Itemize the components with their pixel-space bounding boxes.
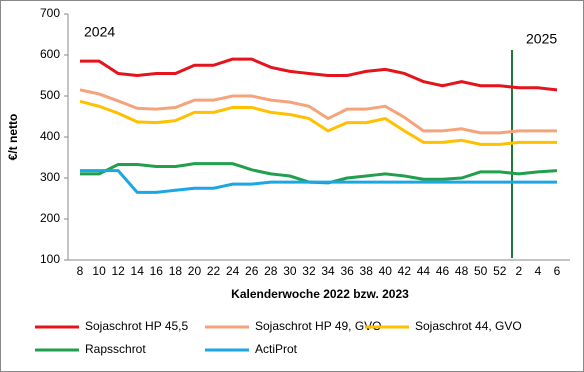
y-axis-title: €/t netto (6, 114, 20, 161)
series-line (80, 169, 557, 194)
x-tick-label: 12 (111, 264, 125, 278)
legend-label: Sojaschrot HP 45,5 (85, 319, 188, 333)
y-tick-label: 600 (40, 47, 60, 61)
annotation: 2024 (84, 24, 115, 40)
x-tick-label: 46 (436, 264, 450, 278)
legend-label: Sojaschrot 44, GVO (415, 319, 522, 333)
x-tick-label: 30 (283, 264, 297, 278)
x-tick-label: 20 (188, 264, 202, 278)
x-tick-label: 40 (379, 264, 393, 278)
x-tick-label: 18 (169, 264, 183, 278)
y-tick-label: 400 (40, 129, 60, 143)
x-tick-label: 4 (535, 264, 542, 278)
y-tick-label: 500 (40, 88, 60, 102)
legend-label: ActiProt (255, 342, 298, 356)
x-tick-label: 42 (398, 264, 412, 278)
series-line (80, 57, 558, 92)
series-line (79, 88, 557, 135)
x-tick-label: 6 (554, 264, 561, 278)
y-tick-label: 300 (40, 170, 60, 184)
x-tick-label: 44 (417, 264, 431, 278)
x-tick-label: 16 (150, 264, 164, 278)
x-tick-label: 34 (321, 264, 335, 278)
annotation: 2025 (526, 31, 557, 47)
x-tick-label: 26 (245, 264, 259, 278)
legend-label: Sojaschrot HP 49, GVO (255, 319, 382, 333)
x-tick-label: 10 (92, 264, 106, 278)
y-tick-label: 200 (40, 211, 60, 225)
x-tick-label: 2 (515, 264, 522, 278)
y-tick-label: 100 (40, 252, 60, 266)
x-tick-label: 36 (340, 264, 354, 278)
x-tick-label: 48 (455, 264, 469, 278)
x-tick-label: 28 (264, 264, 278, 278)
x-tick-label: 8 (77, 264, 84, 278)
x-axis-title: Kalenderwoche 2022 bzw. 2023 (231, 287, 409, 301)
x-tick-label: 32 (302, 264, 316, 278)
x-tick-label: 24 (226, 264, 240, 278)
x-tick-label: 52 (493, 264, 507, 278)
x-tick-label: 22 (207, 264, 221, 278)
x-tick-label: 38 (360, 264, 374, 278)
x-tick-label: 14 (131, 264, 145, 278)
x-tick-label: 50 (474, 264, 488, 278)
y-tick-label: 700 (40, 6, 60, 20)
series-line (79, 99, 557, 146)
legend-label: Rapsschrot (85, 342, 146, 356)
